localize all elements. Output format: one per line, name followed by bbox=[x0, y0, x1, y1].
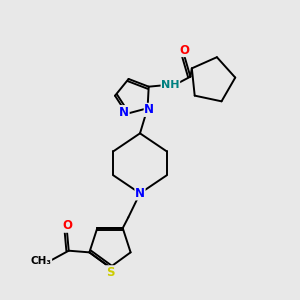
Text: N: N bbox=[119, 106, 129, 118]
Text: O: O bbox=[62, 219, 72, 232]
Text: O: O bbox=[179, 44, 189, 56]
Text: NH: NH bbox=[161, 80, 180, 90]
Text: N: N bbox=[135, 187, 145, 200]
Text: S: S bbox=[106, 266, 114, 279]
Text: CH₃: CH₃ bbox=[31, 256, 52, 266]
Text: N: N bbox=[144, 103, 154, 116]
